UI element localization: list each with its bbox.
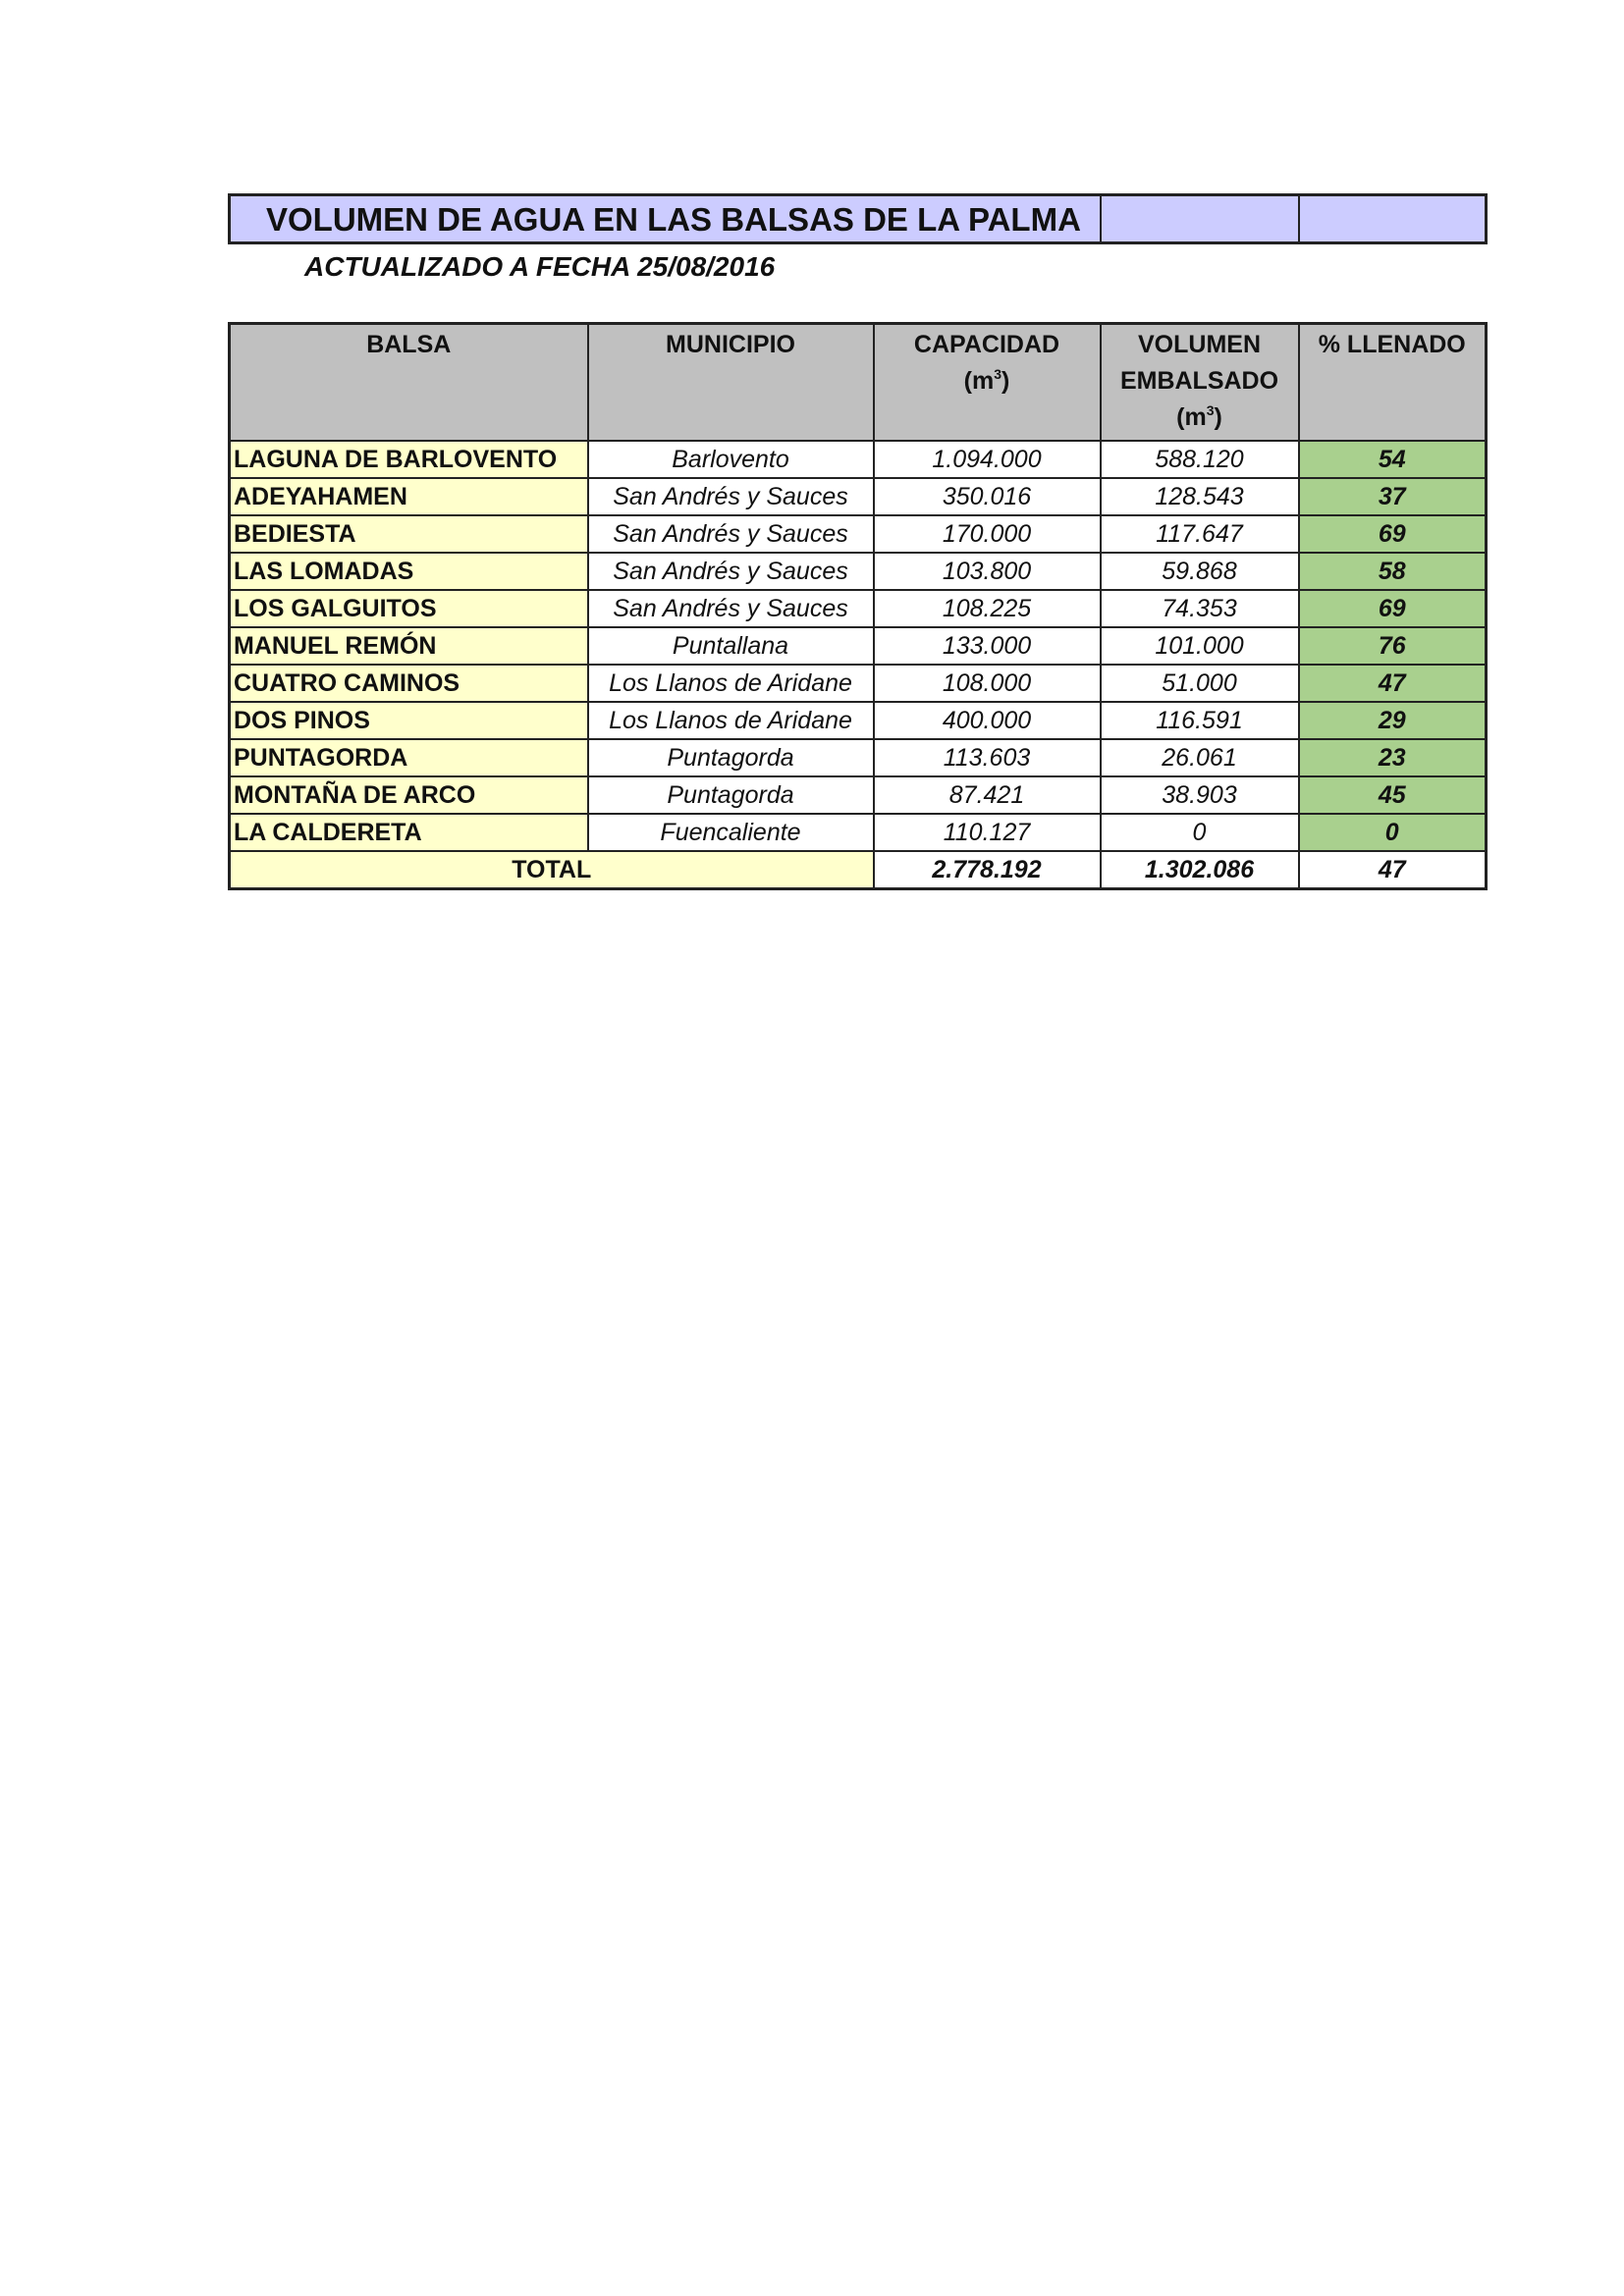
cell-volumen: 0 bbox=[1099, 813, 1300, 852]
cell-capacidad: 110.127 bbox=[872, 813, 1102, 852]
table-row: LAGUNA DE BARLOVENTO Barlovento 1.094.000 5… bbox=[228, 440, 1488, 479]
cell-llenado: 37 bbox=[1297, 477, 1488, 516]
total-label: TOTAL bbox=[228, 850, 875, 890]
unit: (m bbox=[1176, 403, 1207, 431]
table-row: DOS PINOS Los Llanos de Aridane 400.000 116… bbox=[228, 701, 1488, 740]
header-capacidad: CAPACIDAD (m3) bbox=[872, 322, 1102, 442]
cell-llenado: 0 bbox=[1297, 813, 1488, 852]
cell-municipio: San Andrés y Sauces bbox=[586, 477, 875, 516]
unit-close: ) bbox=[1001, 367, 1010, 395]
cell-llenado: 29 bbox=[1297, 701, 1488, 740]
cell-balsa: BEDIESTA bbox=[228, 514, 589, 554]
update-date: ACTUALIZADO A FECHA 25/08/2016 bbox=[304, 251, 776, 282]
reservoir-table: BALSA MUNICIPIO CAPACIDAD (m3) VOLUMEN EMB… bbox=[228, 322, 1488, 890]
cell-llenado: 76 bbox=[1297, 626, 1488, 666]
cell-volumen: 116.591 bbox=[1099, 701, 1300, 740]
cell-volumen: 59.868 bbox=[1099, 552, 1300, 591]
cell-llenado: 69 bbox=[1297, 514, 1488, 554]
total-row: TOTAL 2.778.192 1.302.086 47 bbox=[228, 850, 1488, 890]
cell-balsa: LAGUNA DE BARLOVENTO bbox=[228, 440, 589, 479]
cell-municipio: Fuencaliente bbox=[586, 813, 875, 852]
table-row: ADEYAHAMEN San Andrés y Sauces 350.016 128.… bbox=[228, 477, 1488, 516]
cell-volumen: 117.647 bbox=[1099, 514, 1300, 554]
unit-exp: 3 bbox=[994, 366, 1002, 382]
table-row: CUATRO CAMINOS Los Llanos de Aridane 108.0… bbox=[228, 664, 1488, 703]
cell-volumen: 26.061 bbox=[1099, 738, 1300, 777]
cell-municipio: Puntallana bbox=[586, 626, 875, 666]
cell-balsa: LOS GALGUITOS bbox=[228, 589, 589, 628]
header-volumen-label2: EMBALSADO bbox=[1119, 367, 1279, 395]
total-llenado: 47 bbox=[1297, 850, 1488, 890]
cell-volumen: 74.353 bbox=[1099, 589, 1300, 628]
table-row: PUNTAGORDA Puntagorda 113.603 26.061 23 bbox=[228, 738, 1488, 777]
cell-capacidad: 1.094.000 bbox=[872, 440, 1102, 479]
cell-municipio: San Andrés y Sauces bbox=[586, 589, 875, 628]
cell-municipio: Los Llanos de Aridane bbox=[586, 664, 875, 703]
cell-capacidad: 350.016 bbox=[872, 477, 1102, 516]
cell-capacidad: 103.800 bbox=[872, 552, 1102, 591]
cell-balsa: MANUEL REMÓN bbox=[228, 626, 589, 666]
cell-municipio: Los Llanos de Aridane bbox=[586, 701, 875, 740]
cell-municipio: Puntagorda bbox=[586, 775, 875, 815]
header-municipio: MUNICIPIO bbox=[586, 322, 875, 442]
cell-balsa: LAS LOMADAS bbox=[228, 552, 589, 591]
cell-capacidad: 170.000 bbox=[872, 514, 1102, 554]
cell-municipio: San Andrés y Sauces bbox=[586, 552, 875, 591]
header-balsa: BALSA bbox=[228, 322, 589, 442]
unit-exp: 3 bbox=[1206, 402, 1215, 418]
cell-volumen: 588.120 bbox=[1099, 440, 1300, 479]
cell-municipio: Puntagorda bbox=[586, 738, 875, 777]
title-empty-cell bbox=[1300, 196, 1485, 241]
title-empty-cell bbox=[1102, 196, 1300, 241]
cell-balsa: MONTAÑA DE ARCO bbox=[228, 775, 589, 815]
cell-balsa: CUATRO CAMINOS bbox=[228, 664, 589, 703]
header-capacidad-label: CAPACIDAD bbox=[913, 331, 1060, 358]
cell-llenado: 23 bbox=[1297, 738, 1488, 777]
table-row: LOS GALGUITOS San Andrés y Sauces 108.225 7… bbox=[228, 589, 1488, 628]
cell-capacidad: 87.421 bbox=[872, 775, 1102, 815]
cell-balsa: ADEYAHAMEN bbox=[228, 477, 589, 516]
title-bar: VOLUMEN DE AGUA EN LAS BALSAS DE LA PALM… bbox=[228, 193, 1488, 244]
cell-volumen: 51.000 bbox=[1099, 664, 1300, 703]
cell-llenado: 45 bbox=[1297, 775, 1488, 815]
cell-volumen: 38.903 bbox=[1099, 775, 1300, 815]
table-row: BEDIESTA San Andrés y Sauces 170.000 117.64… bbox=[228, 514, 1488, 554]
header-volumen: VOLUMEN EMBALSADO (m3) bbox=[1099, 322, 1300, 442]
cell-municipio: Barlovento bbox=[586, 440, 875, 479]
cell-llenado: 47 bbox=[1297, 664, 1488, 703]
cell-volumen: 128.543 bbox=[1099, 477, 1300, 516]
cell-capacidad: 108.000 bbox=[872, 664, 1102, 703]
total-capacidad: 2.778.192 bbox=[872, 850, 1102, 890]
page-title: VOLUMEN DE AGUA EN LAS BALSAS DE LA PALM… bbox=[231, 196, 1102, 241]
total-volumen: 1.302.086 bbox=[1099, 850, 1300, 890]
cell-capacidad: 133.000 bbox=[872, 626, 1102, 666]
unit: (m bbox=[963, 367, 995, 395]
cell-balsa: LA CALDERETA bbox=[228, 813, 589, 852]
unit-close: ) bbox=[1214, 403, 1222, 431]
header-row: BALSA MUNICIPIO CAPACIDAD (m3) VOLUMEN EMB… bbox=[228, 322, 1488, 442]
cell-capacidad: 113.603 bbox=[872, 738, 1102, 777]
table-row: MONTAÑA DE ARCO Puntagorda 87.421 38.903 45 bbox=[228, 775, 1488, 815]
cell-capacidad: 400.000 bbox=[872, 701, 1102, 740]
cell-llenado: 69 bbox=[1297, 589, 1488, 628]
cell-llenado: 58 bbox=[1297, 552, 1488, 591]
header-llenado: % LLENADO bbox=[1297, 322, 1488, 442]
cell-balsa: PUNTAGORDA bbox=[228, 738, 589, 777]
cell-volumen: 101.000 bbox=[1099, 626, 1300, 666]
cell-municipio: San Andrés y Sauces bbox=[586, 514, 875, 554]
table-row: LA CALDERETA Fuencaliente 110.127 0 0 bbox=[228, 813, 1488, 852]
cell-balsa: DOS PINOS bbox=[228, 701, 589, 740]
cell-llenado: 54 bbox=[1297, 440, 1488, 479]
table-row: LAS LOMADAS San Andrés y Sauces 103.800 59.… bbox=[228, 552, 1488, 591]
cell-capacidad: 108.225 bbox=[872, 589, 1102, 628]
header-volumen-label: VOLUMEN bbox=[1138, 331, 1261, 358]
table-row: MANUEL REMÓN Puntallana 133.000 101.000 76 bbox=[228, 626, 1488, 666]
